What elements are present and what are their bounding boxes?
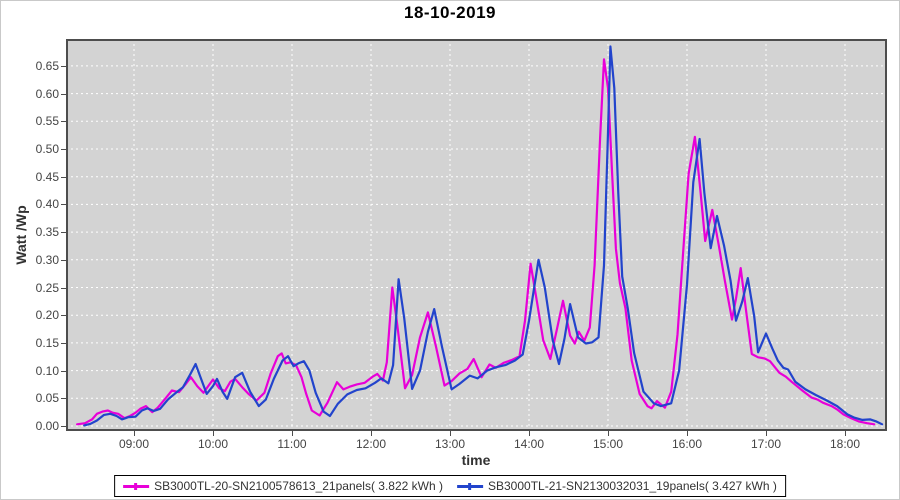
legend-label-series1: SB3000TL-20-SN2100578613_21panels( 3.822… <box>154 479 443 493</box>
x-tick-mark <box>450 431 451 436</box>
y-tick-label: 0.40 <box>35 197 59 212</box>
x-tick-mark <box>687 431 688 436</box>
x-tick-label: 12:00 <box>355 437 387 451</box>
x-tick-mark <box>529 431 530 436</box>
y-tick-label: 0.30 <box>35 252 59 267</box>
y-tick-label: 0.15 <box>35 335 59 350</box>
x-tick-label: 13:00 <box>434 437 466 451</box>
legend-item: SB3000TL-21-SN2130032031_19panels( 3.427… <box>457 479 777 493</box>
x-tick-mark <box>608 431 609 436</box>
y-tick-mark <box>61 287 66 289</box>
y-tick-label: 0.25 <box>35 280 59 295</box>
y-tick-label: 0.55 <box>35 114 59 129</box>
plot-area <box>66 39 887 431</box>
y-tick-label: 0.10 <box>35 363 59 378</box>
y-axis-label: Watt /Wp <box>13 205 29 265</box>
x-tick-mark <box>766 431 767 436</box>
x-tick-mark <box>371 431 372 436</box>
plot-svg <box>66 39 887 431</box>
y-tick-label: 0.20 <box>35 308 59 323</box>
y-tick-label: 0.50 <box>35 142 59 156</box>
y-tick-mark <box>61 149 66 150</box>
series-line-1 <box>76 58 876 426</box>
y-tick-label: 0.35 <box>35 225 59 240</box>
y-tick-label: 0.45 <box>35 169 59 184</box>
y-tick-label: 0.65 <box>35 58 59 73</box>
y-tick-mark <box>61 204 66 206</box>
x-tick-mark <box>134 431 135 436</box>
x-tick-label: 11:00 <box>277 437 307 451</box>
x-tick-label: 14:00 <box>513 437 545 451</box>
y-tick-label: 0.00 <box>35 419 59 433</box>
legend: SB3000TL-20-SN2100578613_21panels( 3.822… <box>114 475 786 497</box>
x-tick-label: 15:00 <box>592 437 624 451</box>
x-tick-label: 17:00 <box>750 437 782 451</box>
plot-background <box>66 39 887 431</box>
y-tick-mark <box>61 93 66 95</box>
y-tick-mark <box>61 398 66 400</box>
y-tick-mark <box>61 370 66 372</box>
y-tick-mark <box>61 426 66 427</box>
x-tick-label: 16:00 <box>671 437 703 451</box>
x-axis-label: time <box>461 452 491 468</box>
chart-title: 18-10-2019 <box>404 3 496 22</box>
y-tick-mark <box>61 176 66 178</box>
x-tick-mark <box>292 431 293 436</box>
x-tick-label: 09:00 <box>118 437 150 451</box>
y-tick-mark <box>61 315 66 317</box>
y-tick-mark <box>61 342 66 344</box>
y-tick-mark <box>61 65 66 67</box>
y-tick-mark <box>61 259 66 261</box>
y-tick-label: 0.60 <box>35 86 59 101</box>
y-tick-label: 0.05 <box>35 391 59 406</box>
legend-item: SB3000TL-20-SN2100578613_21panels( 3.822… <box>123 479 443 493</box>
legend-swatch-series2 <box>457 482 483 490</box>
x-tick-mark <box>213 431 214 436</box>
y-tick-mark <box>61 121 66 123</box>
x-tick-label: 18:00 <box>829 437 861 451</box>
x-tick-mark <box>845 431 846 436</box>
legend-label-series2: SB3000TL-21-SN2130032031_19panels( 3.427… <box>488 479 777 493</box>
plot-frame <box>66 39 887 431</box>
x-tick-label: 10:00 <box>197 437 229 451</box>
series-line-2 <box>83 45 884 427</box>
y-tick-mark <box>61 232 66 234</box>
legend-swatch-series1 <box>123 482 150 490</box>
